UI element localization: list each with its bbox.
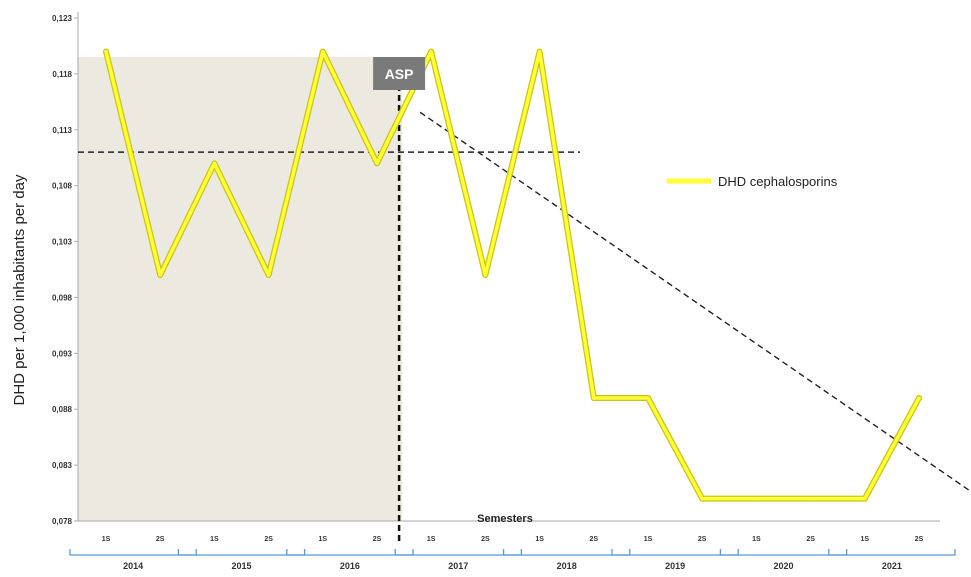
year-label: 2020 <box>773 561 793 571</box>
year-bracket <box>502 549 631 556</box>
y-axis: 0,078 0,083 0,088 0,093 0,098 0,103 0,108 0,113… <box>52 12 79 526</box>
x-axis: 1S 2S 1S 2S 1S 2S 1S 2S 1S 2S 1S 2S 1S 2S 1S 2S 2014 2015… <box>69 520 956 571</box>
semester-label: 1S <box>319 536 328 543</box>
asp-box <box>373 57 426 90</box>
year-label: 2014 <box>123 561 143 571</box>
data-point <box>538 49 542 54</box>
semester-label: 1S <box>210 536 219 543</box>
x-axis-label: Semesters <box>477 513 533 525</box>
year-label: 2017 <box>448 561 468 571</box>
annotations: ASP <box>373 57 426 90</box>
data-point <box>429 49 433 54</box>
legend: DHD cephalosporins <box>667 174 838 189</box>
data-point <box>375 161 379 165</box>
legend-label: DHD cephalosporins <box>718 174 838 189</box>
y-axis-label: DHD per 1,000 inhabitants per day <box>11 174 28 405</box>
y-tick-label: 0,098 <box>52 293 73 302</box>
data-point <box>212 161 216 165</box>
semester-label: 2S <box>698 536 707 543</box>
trend-line <box>419 111 971 493</box>
data-point <box>917 396 921 400</box>
data-point <box>483 273 487 277</box>
asp-label: ASP <box>385 66 414 82</box>
data-point <box>700 497 704 501</box>
plot-area <box>78 57 403 521</box>
semester-label: 1S <box>102 536 111 543</box>
data-point <box>863 497 867 501</box>
year-bracket <box>719 549 848 556</box>
semester-label: 1S <box>644 536 653 543</box>
semester-label: 2S <box>373 536 382 543</box>
semester-label: 2S <box>915 536 924 543</box>
data-point <box>158 273 162 277</box>
year-bracket <box>286 549 414 556</box>
semester-label: 2S <box>156 536 165 543</box>
year-bracket <box>177 549 306 556</box>
year-bracket <box>611 549 739 556</box>
y-tick-label: 0,103 <box>52 238 73 247</box>
series-line <box>104 49 921 501</box>
y-tick-label: 0,123 <box>52 14 73 23</box>
y-tick-label: 0,088 <box>52 405 73 414</box>
semester-label: 2S <box>481 536 490 543</box>
semester-label: 1S <box>535 536 544 543</box>
data-point <box>646 396 650 400</box>
semester-label: 1S <box>861 536 870 543</box>
y-tick-label: 0,083 <box>52 461 73 470</box>
data-point <box>104 49 108 54</box>
year-label: 2016 <box>340 561 360 571</box>
data-point <box>267 273 271 277</box>
y-tick-label: 0,093 <box>52 349 73 358</box>
data-point <box>809 497 813 501</box>
y-tick-label: 0,118 <box>52 70 72 79</box>
semester-label: 2S <box>806 536 815 543</box>
year-bracket <box>69 549 197 556</box>
data-point <box>592 396 596 400</box>
y-tick-label: 0,113 <box>52 126 72 135</box>
y-tick-label: 0,078 <box>52 517 73 526</box>
y-tick-label: 0,108 <box>52 182 73 191</box>
semester-label: 2S <box>264 536 273 543</box>
series-layer <box>103 48 922 502</box>
year-label: 2015 <box>231 561 251 571</box>
semester-label: 1S <box>427 536 436 543</box>
data-point <box>321 49 325 54</box>
semester-label: 1S <box>752 536 761 543</box>
year-label: 2019 <box>665 561 685 571</box>
data-point <box>754 497 759 501</box>
year-label: 2018 <box>557 561 577 571</box>
year-bracket <box>394 549 523 556</box>
year-label: 2021 <box>882 561 902 571</box>
year-bracket <box>828 549 956 556</box>
semester-label: 2S <box>590 536 599 543</box>
pre-intervention-shade <box>78 57 403 521</box>
